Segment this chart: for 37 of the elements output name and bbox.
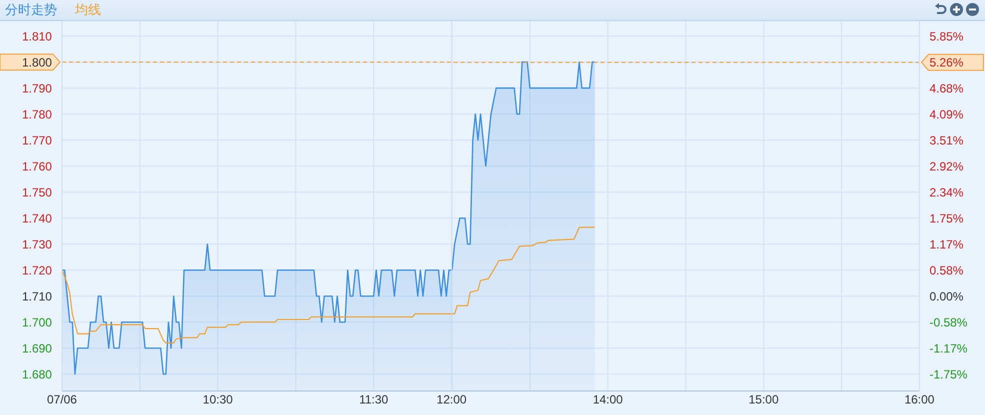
x-tick-label: 15:00 — [748, 392, 778, 407]
ref-line-label: 1.800 — [22, 55, 52, 70]
ref-line-label: 5.26% — [928, 56, 964, 70]
x-tick-label: 07/06 — [47, 392, 78, 407]
y-tick-label: 1.700 — [22, 315, 52, 330]
y-tick-label: 1.770 — [22, 133, 52, 148]
x-tick-label: 12:00 — [436, 392, 467, 407]
x-tick-label: 10:30 — [202, 392, 234, 407]
text: 4.68% — [928, 81, 963, 96]
text: 2.92% — [928, 160, 963, 174]
y-tick-label: 1.780 — [22, 107, 52, 122]
text: -1.17% — [928, 342, 967, 356]
y-tick-label: 1.760 — [22, 159, 52, 174]
y-tick-label: 1.720 — [22, 263, 52, 278]
text: 5.85% — [928, 29, 963, 44]
text: 2.34% — [928, 185, 963, 200]
text: -1.75% — [928, 367, 967, 382]
y-tick-label: 1.690 — [22, 341, 52, 356]
text: 分时走势 — [5, 1, 57, 19]
text: 1.17% — [928, 237, 963, 252]
x-tick-label: 11:30 — [359, 392, 389, 407]
text: 3.51% — [928, 133, 963, 148]
y-tick-label: 1.740 — [22, 211, 52, 226]
y-tick-label: 1.710 — [22, 289, 52, 304]
text: 0.58% — [928, 264, 963, 278]
x-tick-label: 16:00 — [904, 392, 934, 407]
x-tick-label: 14:00 — [592, 392, 623, 407]
text: 均线 — [75, 1, 101, 19]
text: 4.09% — [928, 108, 963, 122]
y-tick-label: 1.680 — [22, 367, 52, 382]
text: 1.75% — [928, 212, 963, 226]
y-tick-label: 1.730 — [22, 237, 52, 252]
text: 0.00% — [928, 289, 963, 304]
y-tick-label: 1.790 — [22, 81, 52, 96]
y-tick-label: 1.810 — [22, 29, 52, 44]
text: -0.58% — [928, 315, 967, 330]
y-tick-label: 1.750 — [22, 185, 52, 200]
